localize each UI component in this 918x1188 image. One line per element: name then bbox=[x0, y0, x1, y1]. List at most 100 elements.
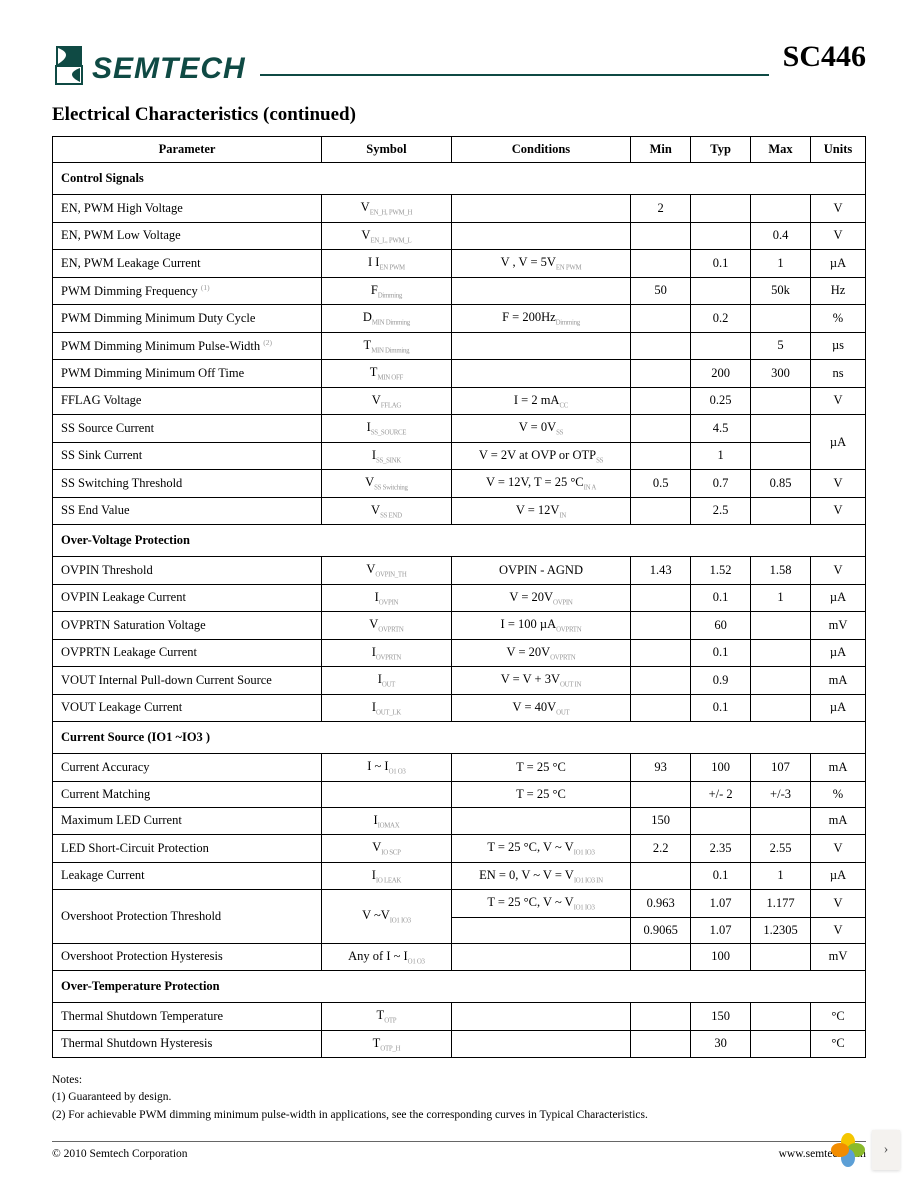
cell-max bbox=[751, 415, 811, 443]
cell-conditions: V = V + 3VOUT IN bbox=[451, 667, 630, 695]
cell-parameter: Leakage Current bbox=[53, 862, 322, 890]
cell-min bbox=[631, 497, 691, 525]
table-row: FFLAG VoltageVFFLAGI = 2 mACC0.25V bbox=[53, 387, 866, 415]
table-row: Overshoot Protection HysteresisAny of I … bbox=[53, 943, 866, 971]
cell-max: 50k bbox=[751, 277, 811, 305]
cell-parameter: EN, PWM Low Voltage bbox=[53, 222, 322, 250]
cell-parameter: SS Sink Current bbox=[53, 442, 322, 470]
cell-conditions: F = 200HzDimming bbox=[451, 305, 630, 333]
cell-conditions bbox=[451, 360, 630, 388]
cell-units: µA bbox=[811, 862, 866, 890]
cell-max bbox=[751, 497, 811, 525]
cell-typ: 4.5 bbox=[691, 415, 751, 443]
next-page-button[interactable]: › bbox=[872, 1130, 900, 1170]
page-header: SEMTECH SC446 bbox=[52, 40, 866, 86]
cell-conditions: T = 25 °C bbox=[451, 781, 630, 807]
cell-conditions: V = 20VOVPIN bbox=[451, 584, 630, 612]
table-row: OVPRTN Saturation VoltageVOVPRTNI = 100 … bbox=[53, 612, 866, 640]
cell-min: 2 bbox=[631, 195, 691, 223]
th-parameter: Parameter bbox=[53, 137, 322, 163]
cell-max: 5 bbox=[751, 332, 811, 360]
cell-symbol: TOTP bbox=[322, 1003, 452, 1031]
cell-min: 2.2 bbox=[631, 835, 691, 863]
table-row: SS Switching ThresholdVSS SwitchingV = 1… bbox=[53, 470, 866, 498]
cell-min: 0.963 bbox=[631, 890, 691, 918]
cell-min bbox=[631, 943, 691, 971]
table-section-row: Control Signals bbox=[53, 163, 866, 195]
cell-max bbox=[751, 387, 811, 415]
cell-min bbox=[631, 584, 691, 612]
table-row: LED Short-Circuit ProtectionVIO SCPT = 2… bbox=[53, 835, 866, 863]
cell-typ: 1.07 bbox=[691, 917, 751, 943]
cell-max bbox=[751, 1003, 811, 1031]
cell-conditions: V = 0VSS bbox=[451, 415, 630, 443]
cell-units: mA bbox=[811, 807, 866, 835]
logo-icon bbox=[52, 44, 86, 86]
cell-typ bbox=[691, 807, 751, 835]
cell-units: mA bbox=[811, 754, 866, 782]
cell-symbol: DMIN Dimming bbox=[322, 305, 452, 333]
table-row: EN, PWM Leakage CurrentI IEN PWMV , V = … bbox=[53, 250, 866, 278]
cell-parameter: EN, PWM High Voltage bbox=[53, 195, 322, 223]
cell-units: µs bbox=[811, 332, 866, 360]
brand-name: SEMTECH bbox=[92, 52, 246, 86]
cell-max bbox=[751, 639, 811, 667]
cell-typ: 0.1 bbox=[691, 694, 751, 722]
page-footer: © 2010 Semtech Corporation www.semtech.c… bbox=[52, 1141, 866, 1160]
cell-typ: 150 bbox=[691, 1003, 751, 1031]
cell-parameter: Thermal Shutdown Temperature bbox=[53, 1003, 322, 1031]
cell-units: % bbox=[811, 781, 866, 807]
cell-max bbox=[751, 1030, 811, 1058]
cell-typ: 2.5 bbox=[691, 497, 751, 525]
cell-parameter: Current Matching bbox=[53, 781, 322, 807]
cell-max: 107 bbox=[751, 754, 811, 782]
cell-units: Hz bbox=[811, 277, 866, 305]
cell-min: 93 bbox=[631, 754, 691, 782]
cell-min bbox=[631, 387, 691, 415]
cell-conditions: V = 20VOVPRTN bbox=[451, 639, 630, 667]
cell-max: 1.2305 bbox=[751, 917, 811, 943]
cell-conditions: T = 25 °C, V ~ VIO1 IO3 bbox=[451, 835, 630, 863]
cell-typ: 0.1 bbox=[691, 584, 751, 612]
cell-units: µA bbox=[811, 584, 866, 612]
th-max: Max bbox=[751, 137, 811, 163]
cell-parameter: OVPIN Leakage Current bbox=[53, 584, 322, 612]
cell-conditions: OVPIN - AGND bbox=[451, 557, 630, 585]
table-row: SS Source CurrentISS_SOURCEV = 0VSS4.5µA bbox=[53, 415, 866, 443]
cell-parameter: PWM Dimming Minimum Duty Cycle bbox=[53, 305, 322, 333]
cell-parameter: FFLAG Voltage bbox=[53, 387, 322, 415]
note-2: (2) For achievable PWM dimming minimum p… bbox=[52, 1107, 866, 1124]
cell-min: 1.43 bbox=[631, 557, 691, 585]
cell-parameter: SS Switching Threshold bbox=[53, 470, 322, 498]
cell-typ: 60 bbox=[691, 612, 751, 640]
cell-max bbox=[751, 807, 811, 835]
cell-units: V bbox=[811, 222, 866, 250]
cell-min bbox=[631, 305, 691, 333]
th-min: Min bbox=[631, 137, 691, 163]
cell-symbol: VOVPIN_TH bbox=[322, 557, 452, 585]
cell-units: % bbox=[811, 305, 866, 333]
header-rule bbox=[260, 74, 769, 76]
notes-block: Notes: (1) Guaranteed by design. (2) For… bbox=[52, 1072, 866, 1124]
table-header-row: Parameter Symbol Conditions Min Typ Max … bbox=[53, 137, 866, 163]
note-1: (1) Guaranteed by design. bbox=[52, 1089, 866, 1106]
cell-symbol: I ~ IO1 O3 bbox=[322, 754, 452, 782]
table-section-row: Over-Temperature Protection bbox=[53, 971, 866, 1003]
table-row: EN, PWM High VoltageVEN_H, PWM_H2V bbox=[53, 195, 866, 223]
section-title-cell: Over-Voltage Protection bbox=[53, 525, 866, 557]
cell-parameter: PWM Dimming Minimum Off Time bbox=[53, 360, 322, 388]
cell-max: 2.55 bbox=[751, 835, 811, 863]
cell-symbol: IOVPRTN bbox=[322, 639, 452, 667]
cell-units: V bbox=[811, 195, 866, 223]
section-title-cell: Over-Temperature Protection bbox=[53, 971, 866, 1003]
cell-min bbox=[631, 862, 691, 890]
cell-max bbox=[751, 305, 811, 333]
cell-typ: +/- 2 bbox=[691, 781, 751, 807]
cell-conditions: V = 2V at OVP or OTPSS bbox=[451, 442, 630, 470]
cell-typ: 0.2 bbox=[691, 305, 751, 333]
brand-logo: SEMTECH bbox=[52, 44, 246, 86]
table-row: EN, PWM Low VoltageVEN_L, PWM_L0.4V bbox=[53, 222, 866, 250]
cell-min: 0.5 bbox=[631, 470, 691, 498]
electrical-characteristics-table: Parameter Symbol Conditions Min Typ Max … bbox=[52, 136, 866, 1058]
table-row: Current MatchingT = 25 °C+/- 2+/-3% bbox=[53, 781, 866, 807]
